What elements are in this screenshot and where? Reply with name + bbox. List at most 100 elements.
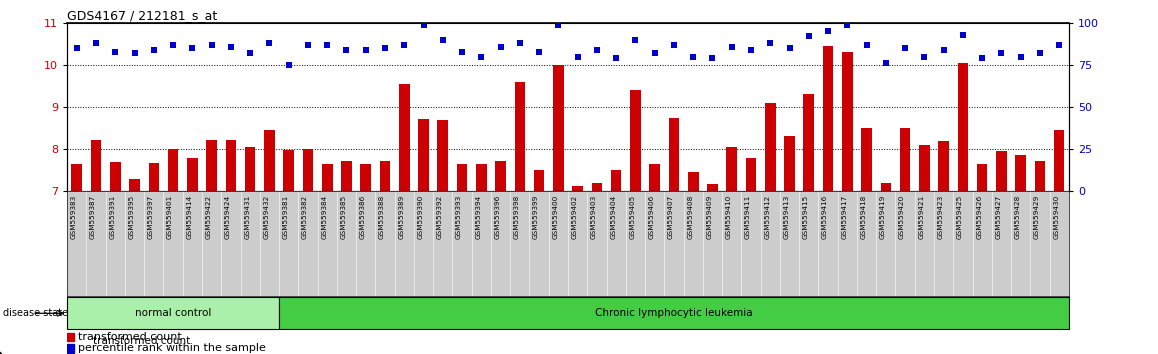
Text: GSM559383: GSM559383 — [71, 194, 76, 239]
Point — [87, 40, 105, 46]
Bar — [958, 63, 968, 191]
Bar — [1016, 155, 1026, 191]
Text: GSM559431: GSM559431 — [244, 194, 250, 239]
Point — [665, 42, 683, 48]
Bar — [279, 297, 1069, 329]
Bar — [456, 164, 468, 191]
Bar — [130, 178, 140, 191]
Text: GSM559381: GSM559381 — [283, 194, 288, 239]
Bar — [900, 128, 910, 191]
Bar — [630, 90, 640, 191]
Text: GSM559382: GSM559382 — [302, 194, 308, 239]
Point — [684, 54, 703, 59]
Text: GSM559426: GSM559426 — [976, 194, 982, 239]
Text: GSM559411: GSM559411 — [745, 194, 752, 239]
Point — [261, 40, 279, 46]
Point — [1011, 54, 1029, 59]
Point — [857, 42, 875, 48]
Bar — [534, 170, 544, 191]
Text: GSM559432: GSM559432 — [263, 194, 270, 239]
Bar — [765, 103, 776, 191]
Bar — [592, 183, 602, 191]
Point — [183, 45, 201, 51]
Text: GSM559387: GSM559387 — [90, 194, 96, 239]
Bar — [880, 183, 892, 191]
Bar — [226, 140, 236, 191]
Point — [337, 47, 356, 53]
Bar — [148, 162, 159, 191]
Text: GSM559407: GSM559407 — [668, 194, 674, 239]
Text: Chronic lymphocytic leukemia: Chronic lymphocytic leukemia — [595, 308, 753, 318]
Point — [587, 47, 606, 53]
Bar — [244, 147, 256, 191]
Point — [645, 50, 664, 56]
Text: GSM559391: GSM559391 — [109, 194, 116, 239]
Text: GSM559425: GSM559425 — [957, 194, 963, 239]
Bar — [90, 140, 102, 191]
Point — [915, 54, 933, 59]
Point — [626, 37, 645, 42]
Bar — [688, 172, 698, 191]
Point — [241, 50, 259, 56]
Point — [511, 40, 529, 46]
Point — [375, 45, 394, 51]
Point — [221, 44, 240, 49]
Point — [125, 50, 144, 56]
Bar — [784, 136, 794, 191]
Bar — [438, 120, 448, 191]
Bar — [862, 128, 872, 191]
Bar — [919, 145, 930, 191]
Bar — [380, 161, 390, 191]
Bar — [188, 158, 198, 191]
Point — [607, 56, 625, 61]
Point — [742, 47, 761, 53]
Point — [357, 47, 375, 53]
Bar — [400, 84, 410, 191]
Point — [299, 42, 317, 48]
Text: GSM559423: GSM559423 — [938, 194, 944, 239]
Point — [896, 45, 915, 51]
Text: GSM559398: GSM559398 — [514, 194, 520, 239]
Point — [954, 32, 973, 38]
Text: GSM559418: GSM559418 — [860, 194, 866, 239]
Text: GSM559422: GSM559422 — [206, 194, 212, 239]
Text: GSM559414: GSM559414 — [186, 194, 192, 239]
Point — [415, 22, 433, 28]
Point — [472, 54, 491, 59]
Point — [973, 56, 991, 61]
Text: transformed count: transformed count — [93, 336, 190, 346]
Point — [549, 22, 567, 28]
Text: GSM559428: GSM559428 — [1014, 194, 1020, 239]
Bar — [726, 147, 736, 191]
Text: GSM559403: GSM559403 — [591, 194, 596, 239]
Bar — [977, 164, 988, 191]
Point — [279, 62, 298, 68]
Bar — [342, 161, 352, 191]
Bar — [822, 46, 834, 191]
Bar — [72, 164, 82, 191]
Text: GDS4167 / 212181_s_at: GDS4167 / 212181_s_at — [67, 9, 218, 22]
Text: GSM559417: GSM559417 — [842, 194, 848, 239]
Text: GSM559404: GSM559404 — [610, 194, 616, 239]
Point — [1031, 50, 1049, 56]
Text: GSM559412: GSM559412 — [764, 194, 770, 239]
Point — [761, 40, 779, 46]
Text: GSM559408: GSM559408 — [687, 194, 694, 239]
Bar — [206, 140, 217, 191]
Text: GSM559386: GSM559386 — [360, 194, 366, 239]
Bar — [668, 118, 680, 191]
Bar — [418, 119, 428, 191]
Point — [67, 45, 86, 51]
Text: GSM559395: GSM559395 — [129, 194, 134, 239]
Text: GSM559385: GSM559385 — [340, 194, 346, 239]
Bar — [650, 164, 660, 191]
Text: GSM559424: GSM559424 — [225, 194, 230, 239]
Bar — [938, 141, 948, 191]
Text: GSM559430: GSM559430 — [1054, 194, 1060, 239]
Point — [145, 47, 163, 53]
Bar — [168, 149, 178, 191]
Text: GSM559388: GSM559388 — [379, 194, 384, 239]
Text: GSM559399: GSM559399 — [533, 194, 540, 239]
Text: GSM559416: GSM559416 — [822, 194, 828, 239]
Text: GSM559419: GSM559419 — [880, 194, 886, 239]
